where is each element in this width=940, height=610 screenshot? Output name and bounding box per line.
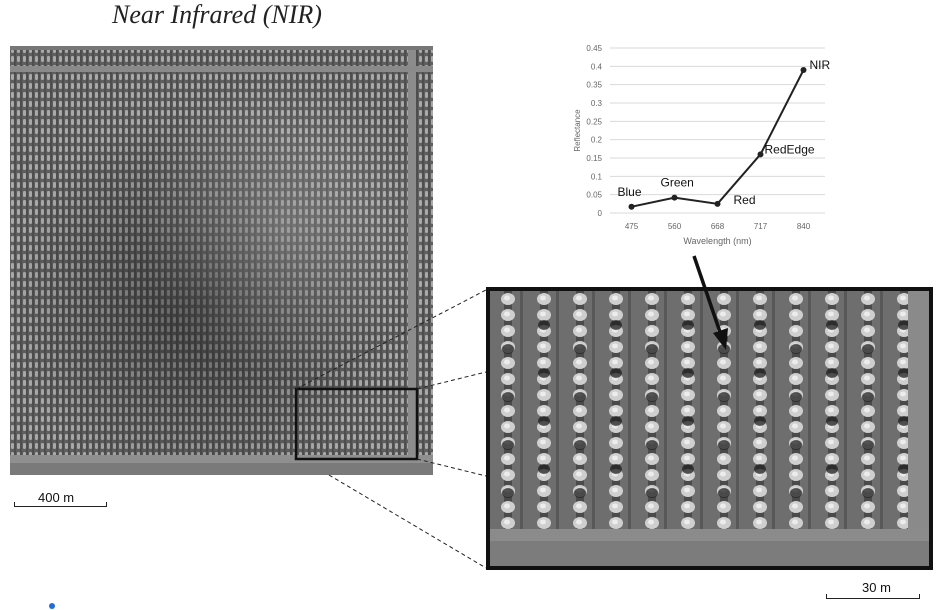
figure-title: Near Infrared (NIR) [112, 0, 322, 29]
x-axis-title: Wavelength (nm) [683, 236, 751, 246]
series-line [631, 69, 805, 208]
pointer-arrow [692, 255, 723, 336]
y-tick-label: 0.45 [586, 44, 602, 53]
y-tick-label: 0.35 [586, 81, 602, 90]
x-tick-label: 560 [668, 222, 682, 231]
zoom-scale-label: 30 m [862, 580, 891, 595]
connector-line [416, 371, 487, 390]
marker-dot [49, 603, 55, 609]
field-scale-label: 400 m [38, 490, 75, 505]
connector-line [328, 474, 487, 569]
zoom-region-box [294, 387, 419, 461]
y-tick-label: 0.2 [591, 136, 603, 145]
y-tick-label: 0.15 [586, 154, 602, 163]
y-tick-label: 0 [598, 209, 603, 218]
reflectance-chart: 0 0.05 0.1 0.15 0.2 0.25 0.3 0.35 0.4 0.45 475 560 6… [573, 44, 831, 246]
data-label: Green [661, 176, 694, 190]
x-tick-label: 475 [625, 222, 639, 231]
zoom-detail-frame [486, 287, 933, 570]
y-axis-title: Reflectance [573, 109, 582, 152]
y-tick-label: 0.25 [586, 117, 602, 126]
y-tick-label: 0.05 [586, 191, 602, 200]
y-tick-label: 0.3 [591, 99, 603, 108]
x-tick-label: 717 [754, 222, 768, 231]
data-label: RedEdge [765, 142, 815, 156]
data-point [800, 67, 807, 73]
connector-line [416, 458, 487, 477]
data-point [628, 203, 635, 210]
x-tick-label: 840 [797, 222, 811, 231]
connector-line [295, 289, 487, 390]
x-tick-label: 668 [711, 222, 725, 231]
data-point [671, 194, 678, 201]
zoom-nir-image [490, 291, 929, 566]
data-point [714, 200, 721, 207]
y-tick-label: 0.4 [591, 62, 603, 71]
data-label: Blue [618, 185, 642, 199]
data-point [757, 151, 764, 158]
y-tick-label: 0.1 [591, 172, 603, 181]
data-label: NIR [810, 58, 831, 72]
field-nir-image [10, 46, 433, 475]
zoom-scale-bar: 30 m [826, 580, 921, 602]
field-scale-bar: 400 m [14, 490, 108, 510]
arrow-head-icon [713, 328, 728, 350]
data-label: Red [734, 193, 756, 207]
